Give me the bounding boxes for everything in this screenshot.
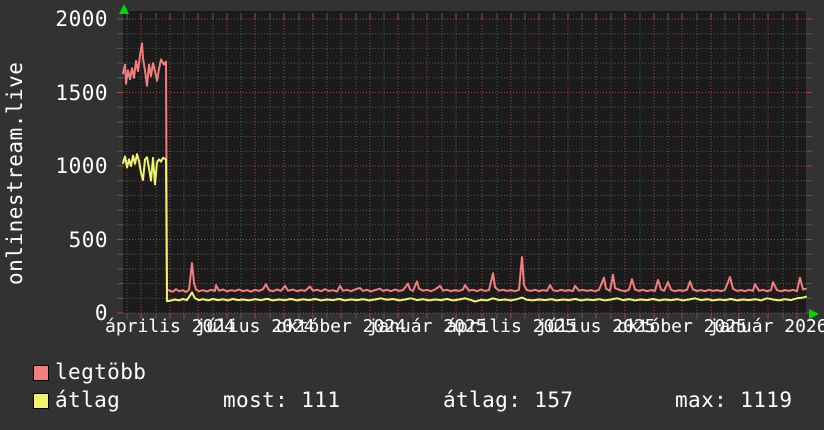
x-axis-label: október 2024 <box>275 316 407 337</box>
legend-swatch-atlag <box>33 393 49 409</box>
legend-swatch-legtobb <box>33 365 49 381</box>
x-axis-label: április 2025 <box>445 316 577 337</box>
legend-label-atlag: átlag <box>55 388 121 412</box>
y-axis-label: 0 <box>94 301 108 325</box>
x-axis-label: július 2025 <box>536 316 656 337</box>
y-axis-label: 1500 <box>55 80 108 105</box>
x-axis-label: január 2026 <box>708 316 824 337</box>
x-axis-label: január 2025 <box>367 316 487 337</box>
x-axis-label: április 2024 <box>104 316 236 337</box>
y-axis-label: 500 <box>68 227 108 252</box>
stat-max: max: 1119 <box>675 388 793 412</box>
legend-label-legtobb: legtöbb <box>55 360 147 384</box>
stat-atlag: átlag: 157 <box>443 388 574 412</box>
y-axis-label: 2000 <box>55 7 108 31</box>
x-axis-label: október 2025 <box>616 316 748 337</box>
x-axis-label: július 2024 <box>195 316 315 337</box>
chart-canvas <box>117 4 819 319</box>
y-axis-label: 1000 <box>55 154 108 178</box>
stat-most: most: 111 <box>223 388 341 412</box>
